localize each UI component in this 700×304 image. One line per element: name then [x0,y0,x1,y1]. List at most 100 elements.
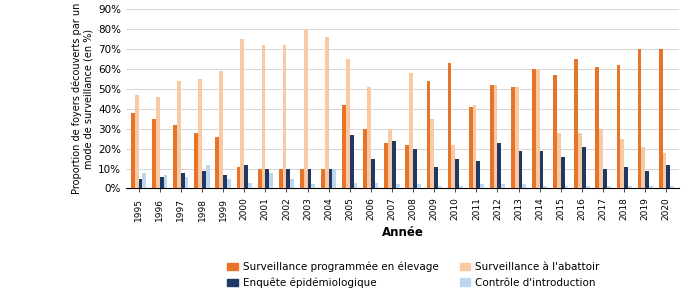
Bar [198,79,202,188]
Bar [300,168,304,188]
Bar [164,174,167,188]
Bar [666,164,670,188]
Bar [177,81,181,188]
Bar [607,186,610,188]
Bar [617,65,620,188]
Bar [662,153,666,188]
Bar [670,186,674,188]
Bar [195,133,198,188]
Bar [206,164,209,188]
Bar [371,159,374,188]
Bar [395,185,400,188]
Bar [586,186,589,188]
Bar [624,167,628,188]
Bar [388,129,392,188]
Bar [160,177,164,188]
Bar [480,185,484,188]
Bar [514,87,519,188]
Bar [641,147,645,188]
Bar [174,125,177,188]
Bar [262,45,265,188]
Bar [332,168,336,188]
Bar [223,174,227,188]
Bar [354,182,357,188]
Bar [392,141,396,188]
Bar [216,137,219,188]
Bar [374,182,379,188]
Bar [367,87,371,188]
Bar [152,119,156,188]
Bar [430,119,434,188]
Bar [536,69,540,188]
Bar [543,186,547,188]
Bar [417,185,421,188]
Bar [328,168,332,188]
Bar [434,167,438,188]
Bar [283,45,286,188]
Bar [237,167,240,188]
Bar [342,105,346,188]
Bar [638,49,641,188]
Bar [426,81,430,188]
Bar [312,185,315,188]
Bar [659,49,662,188]
Bar [202,171,206,188]
Bar [452,145,455,188]
Bar [565,186,568,188]
Bar [574,59,578,188]
Bar [325,37,328,188]
Bar [135,95,139,188]
Bar [599,129,603,188]
Bar [532,69,536,188]
Bar [498,143,501,188]
Bar [219,71,223,188]
Bar [290,178,294,188]
Bar [438,186,442,188]
Bar [473,105,477,188]
Bar [455,159,459,188]
Bar [279,168,283,188]
Bar [469,107,472,188]
Bar [459,186,463,188]
Bar [410,73,413,188]
Bar [501,185,505,188]
Bar [490,85,493,188]
Bar [248,182,252,188]
Bar [346,59,350,188]
Bar [269,173,273,188]
Bar [557,133,561,188]
Bar [553,75,557,188]
Bar [405,145,409,188]
Bar [578,133,582,188]
Bar [265,168,269,188]
Bar [522,185,526,188]
Bar [181,173,185,188]
Bar [321,168,325,188]
Bar [244,164,248,188]
Bar [477,161,480,188]
Bar [286,168,290,188]
Bar [240,39,244,188]
Bar [413,149,417,188]
Bar [258,168,262,188]
Bar [143,173,146,188]
Bar [628,186,631,188]
Legend: Surveillance programmée en élevage, Enquête épidémiologique, Surveillance à l'ab: Surveillance programmée en élevage, Enqu… [228,262,600,288]
Bar [540,150,543,188]
Bar [227,178,231,188]
Y-axis label: Proportion de foyers découverts par un
mode de surveillance (en %): Proportion de foyers découverts par un m… [72,3,94,195]
Bar [603,168,607,188]
Bar [596,67,599,188]
Bar [131,113,135,188]
Bar [494,85,498,188]
Bar [304,29,307,188]
Bar [139,178,143,188]
Bar [519,150,522,188]
Bar [649,186,653,188]
Bar [350,135,354,188]
Bar [185,177,188,188]
Bar [582,147,586,188]
Bar [363,129,367,188]
Bar [561,157,565,188]
Bar [620,139,624,188]
